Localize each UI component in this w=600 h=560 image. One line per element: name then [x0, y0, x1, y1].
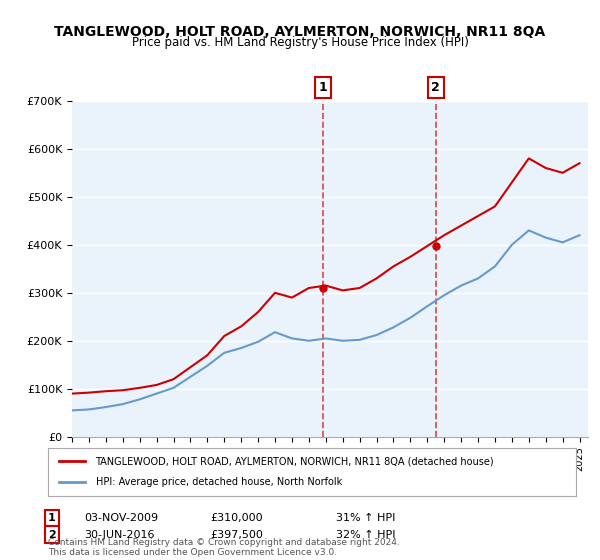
Text: TANGLEWOOD, HOLT ROAD, AYLMERTON, NORWICH, NR11 8QA (detached house): TANGLEWOOD, HOLT ROAD, AYLMERTON, NORWIC… — [95, 456, 494, 466]
Text: 03-NOV-2009: 03-NOV-2009 — [84, 513, 158, 523]
Text: 1: 1 — [319, 81, 328, 94]
Text: 31% ↑ HPI: 31% ↑ HPI — [336, 513, 395, 523]
Text: Price paid vs. HM Land Registry's House Price Index (HPI): Price paid vs. HM Land Registry's House … — [131, 36, 469, 49]
Text: 2: 2 — [48, 530, 56, 540]
Text: £397,500: £397,500 — [210, 530, 263, 540]
Text: 32% ↑ HPI: 32% ↑ HPI — [336, 530, 395, 540]
Text: 2: 2 — [431, 81, 440, 94]
Text: HPI: Average price, detached house, North Norfolk: HPI: Average price, detached house, Nort… — [95, 477, 342, 487]
Text: 1: 1 — [48, 513, 56, 523]
Text: £310,000: £310,000 — [210, 513, 263, 523]
Text: Contains HM Land Registry data © Crown copyright and database right 2024.
This d: Contains HM Land Registry data © Crown c… — [48, 538, 400, 557]
Text: TANGLEWOOD, HOLT ROAD, AYLMERTON, NORWICH, NR11 8QA: TANGLEWOOD, HOLT ROAD, AYLMERTON, NORWIC… — [55, 25, 545, 39]
Text: 30-JUN-2016: 30-JUN-2016 — [84, 530, 155, 540]
